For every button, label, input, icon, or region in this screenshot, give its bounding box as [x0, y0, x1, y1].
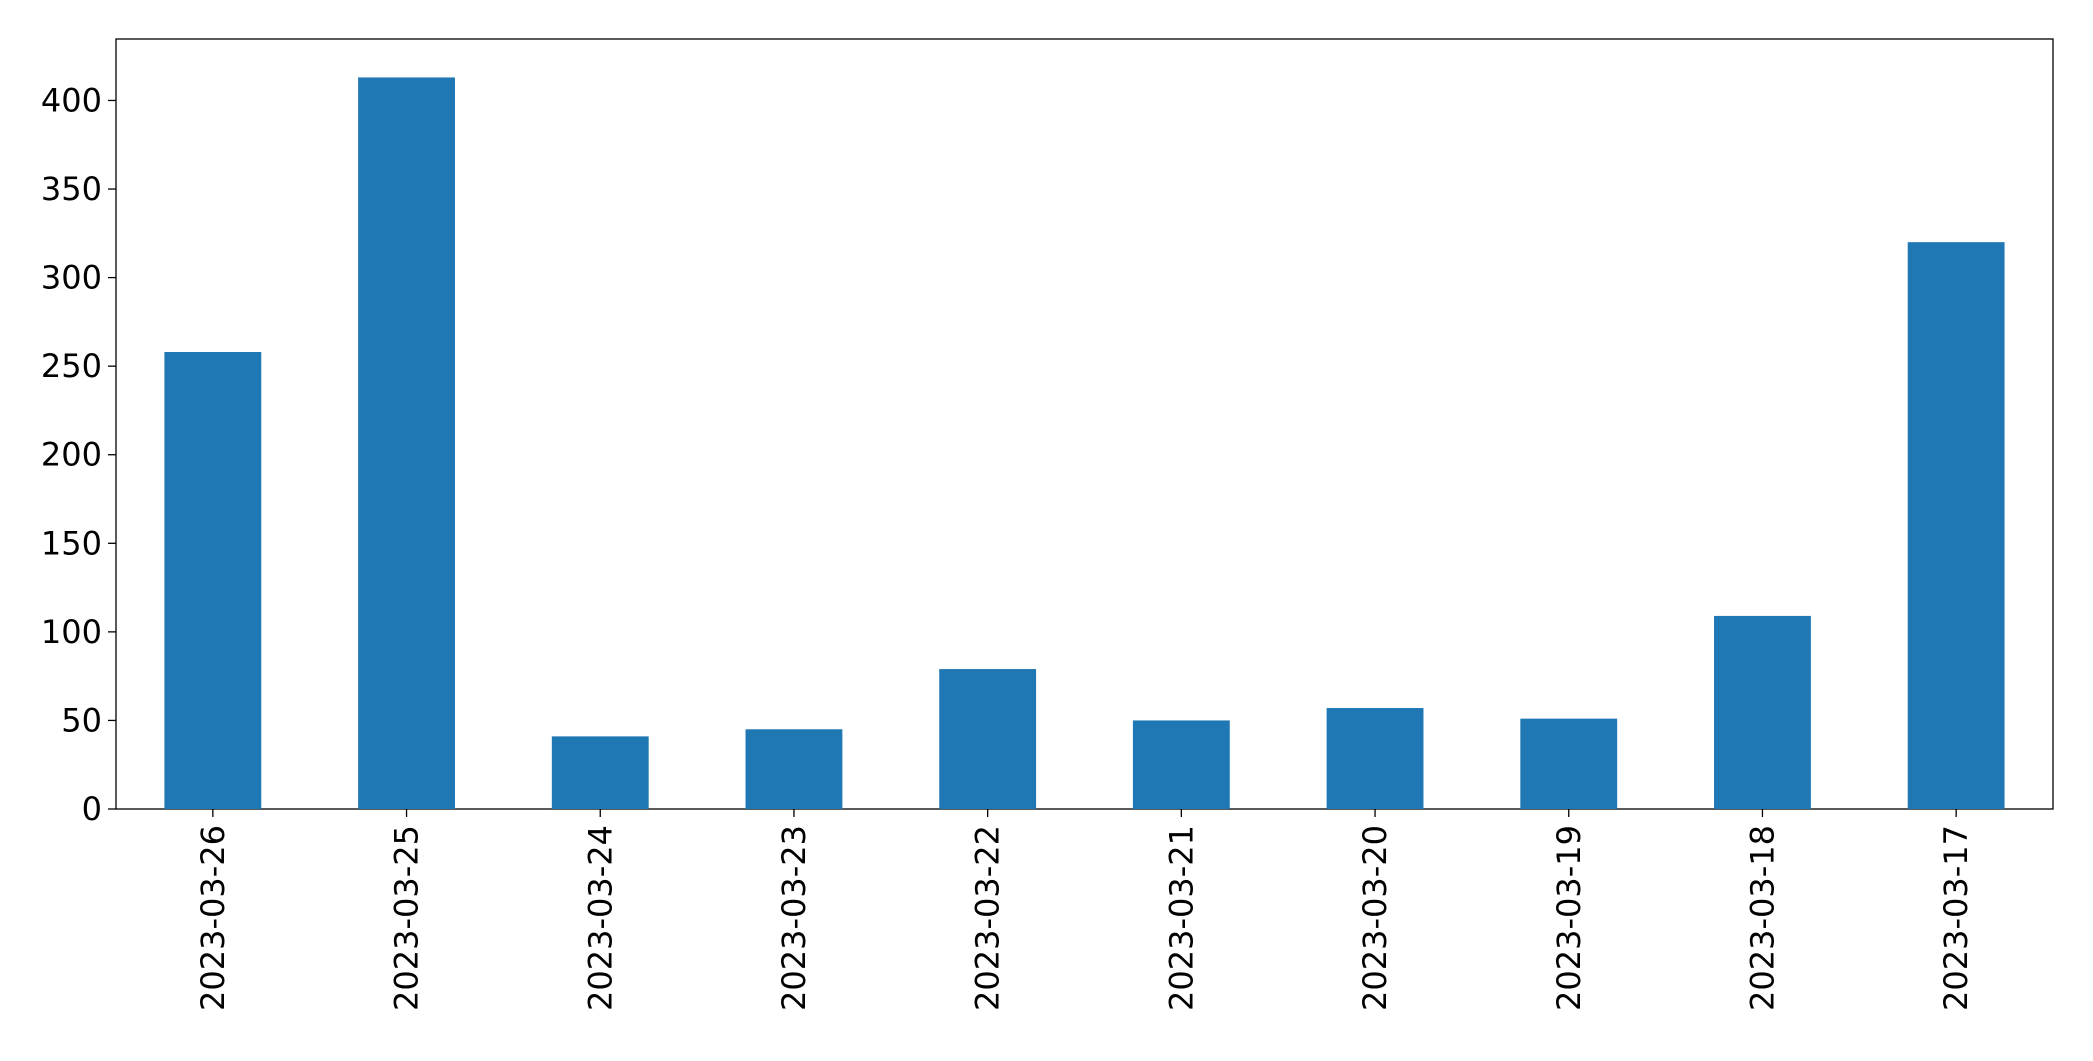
x-tick-label: 2023-03-25 — [388, 825, 426, 1011]
y-tick-label: 150 — [41, 524, 102, 562]
y-tick-label: 400 — [41, 81, 102, 119]
bar — [1326, 708, 1424, 809]
y-tick-label: 350 — [41, 170, 102, 208]
y-tick-label: 200 — [41, 436, 102, 474]
y-tick-label: 50 — [61, 701, 102, 739]
y-tick-label: 0 — [82, 790, 102, 828]
y-tick-label: 100 — [41, 613, 102, 651]
x-tick-label: 2023-03-26 — [194, 825, 232, 1011]
x-tick-label: 2023-03-19 — [1550, 825, 1588, 1011]
bar — [1907, 242, 2005, 809]
x-tick-label: 2023-03-20 — [1356, 825, 1394, 1011]
bar — [939, 669, 1037, 809]
bar — [1520, 718, 1618, 809]
bar — [551, 736, 649, 809]
x-tick-label: 2023-03-17 — [1937, 825, 1975, 1011]
bar — [1714, 615, 1811, 809]
x-tick-label: 2023-03-24 — [581, 825, 619, 1011]
bar — [1132, 720, 1230, 809]
plot-frame — [115, 38, 2054, 810]
y-tick-label: 250 — [41, 347, 102, 385]
bar — [358, 77, 455, 810]
x-tick-label: 2023-03-18 — [1743, 825, 1781, 1011]
x-tick-label: 2023-03-22 — [969, 825, 1007, 1011]
x-tick-label: 2023-03-21 — [1162, 825, 1200, 1011]
bar — [745, 729, 843, 809]
bar — [164, 351, 262, 809]
x-tick-label: 2023-03-23 — [775, 825, 813, 1011]
y-tick-label: 300 — [41, 259, 102, 297]
